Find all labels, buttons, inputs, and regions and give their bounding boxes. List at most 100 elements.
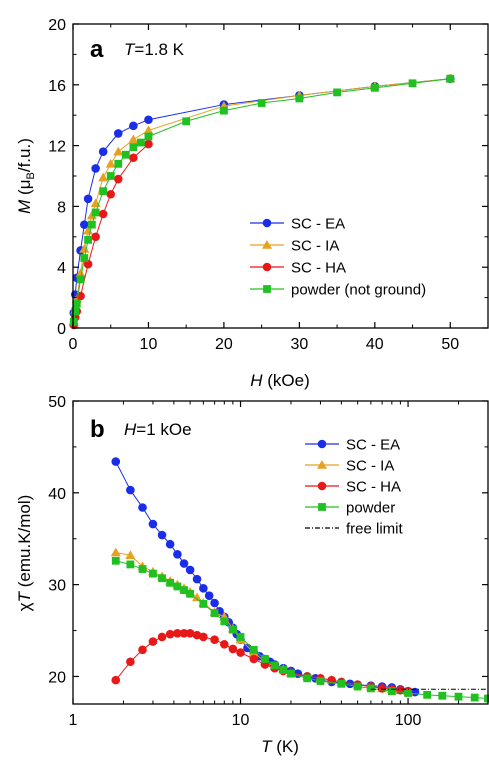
data-point — [484, 694, 489, 703]
data-point — [144, 139, 153, 149]
data-point — [438, 691, 447, 700]
data-point — [80, 220, 89, 229]
data-point — [157, 530, 167, 540]
data-point — [166, 578, 175, 587]
annotation-value: =1 kOe — [136, 420, 191, 439]
data-point — [144, 132, 153, 141]
data-point — [446, 74, 455, 83]
data-point — [173, 550, 182, 559]
data-point — [220, 617, 229, 626]
data-point — [257, 99, 266, 107]
data-point — [113, 129, 123, 138]
data-point — [165, 539, 175, 549]
data-point — [87, 220, 96, 229]
data-point — [126, 485, 135, 495]
data-point — [470, 693, 479, 702]
data-point — [179, 629, 189, 638]
legend-item: SC - IA — [305, 458, 394, 475]
legend: SC - EA SC - IA SC - HA powder (not ground) — [250, 216, 426, 299]
legend-label: powder — [346, 500, 395, 517]
data-point — [220, 106, 228, 115]
data-point — [185, 565, 195, 575]
y-tick-label: 30 — [48, 578, 66, 595]
legend-label: SC - EA — [346, 437, 400, 454]
data-point — [333, 88, 341, 97]
panel-label: a — [90, 36, 104, 63]
series-line — [115, 552, 409, 692]
y-tick-label: 50 — [48, 394, 66, 411]
data-point — [204, 591, 214, 600]
data-point — [337, 679, 346, 688]
data-point — [126, 657, 135, 667]
data-point — [129, 121, 138, 131]
legend-swatch-marker — [262, 240, 272, 249]
data-point — [249, 645, 258, 654]
data-point — [129, 143, 138, 152]
y-tick-label: 40 — [48, 486, 66, 503]
data-point — [126, 560, 135, 569]
data-point — [179, 559, 189, 568]
data-point — [404, 689, 412, 697]
data-point — [138, 565, 147, 573]
data-point — [84, 235, 92, 244]
data-point — [173, 582, 182, 591]
x-tick-label: 20 — [215, 336, 233, 353]
data-point — [199, 600, 208, 608]
data-point — [295, 94, 304, 103]
data-point — [454, 692, 463, 701]
data-point — [144, 115, 153, 125]
data-point — [396, 685, 405, 695]
data-point — [80, 254, 89, 262]
x-tick-label: 30 — [290, 336, 308, 353]
x-tick-label: 10 — [140, 336, 158, 353]
data-point — [111, 556, 120, 565]
data-point — [387, 687, 396, 696]
series-1 — [110, 547, 414, 695]
data-point — [83, 259, 93, 269]
legend-label: free limit — [346, 521, 404, 538]
legend-item: free limit — [305, 521, 404, 538]
data-point — [157, 632, 167, 642]
series-3 — [111, 556, 489, 703]
y-tick-label: 16 — [48, 78, 66, 95]
data-point — [173, 629, 182, 638]
legend-item: powder — [305, 500, 395, 517]
legend-item: SC - EA — [305, 437, 400, 454]
data-point — [408, 79, 417, 88]
data-point — [138, 503, 147, 512]
y-tick-label: 12 — [48, 139, 66, 156]
legend-swatch-marker — [262, 218, 272, 228]
data-point — [137, 138, 145, 147]
data-point — [106, 172, 115, 180]
data-point — [210, 609, 219, 617]
data-point — [186, 589, 195, 598]
data-point — [210, 635, 219, 645]
y-axis-label-part: χ — [15, 602, 34, 611]
legend-label: SC - IA — [291, 238, 339, 255]
x-axis-label-part: (K) — [272, 737, 299, 756]
data-point — [192, 574, 202, 584]
x-axis-label: H (kOe) — [250, 371, 310, 390]
data-point — [149, 569, 157, 578]
x-axis-label-part: H — [250, 371, 263, 390]
data-point — [165, 629, 175, 639]
data-point — [99, 187, 108, 196]
data-point — [110, 547, 121, 557]
legend-swatch-marker — [318, 503, 326, 511]
data-point — [72, 299, 81, 308]
legend-item: SC - HA — [250, 260, 346, 277]
y-axis-label-part: T — [15, 590, 34, 602]
data-point — [249, 654, 259, 664]
annotation-value: =1.8 K — [134, 40, 184, 59]
annotation: H=1 kOe — [124, 420, 192, 439]
annotation-var: H — [124, 420, 137, 439]
annotation: T=1.8 K — [124, 40, 185, 59]
data-point — [192, 592, 203, 602]
data-point — [148, 637, 158, 646]
y-axis-label: M (μB/f.u.) — [15, 138, 37, 214]
x-tick-label: 10 — [232, 712, 250, 729]
y-tick-label: 20 — [48, 669, 66, 686]
data-point — [210, 598, 219, 608]
